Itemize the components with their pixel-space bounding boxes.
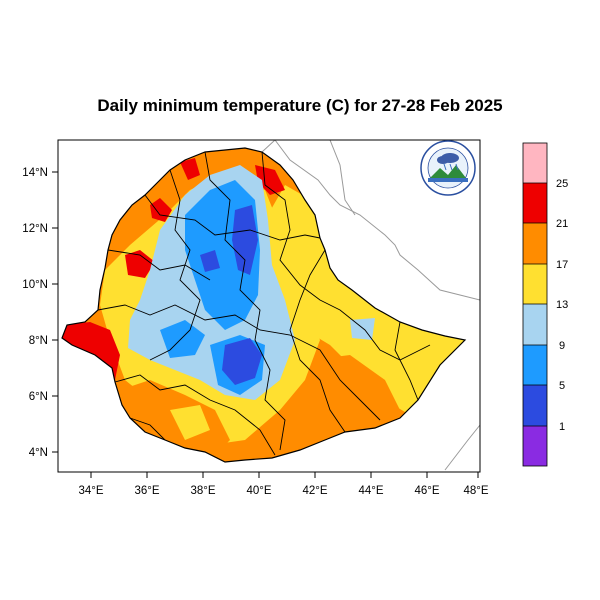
x-tick-label: 48°E bbox=[463, 485, 488, 497]
y-tick-label: 4°N bbox=[29, 447, 48, 459]
y-tick-label: 12°N bbox=[22, 223, 48, 235]
central-1-core bbox=[232, 205, 258, 275]
colorbar-swatch bbox=[523, 143, 547, 183]
temperature-field bbox=[62, 148, 465, 462]
colorbar-label: 1 bbox=[559, 421, 565, 433]
western-21-patch bbox=[125, 250, 155, 278]
axis-tick-marks bbox=[52, 171, 479, 478]
colorbar-label: 9 bbox=[559, 340, 565, 352]
admin-borders bbox=[97, 151, 431, 456]
x-tick-label: 44°E bbox=[358, 485, 383, 497]
colorbar-label: 13 bbox=[556, 299, 568, 311]
map-frame bbox=[57, 139, 481, 473]
emi-logo-icon bbox=[420, 140, 476, 196]
central-1-patch bbox=[200, 250, 220, 272]
x-tick-label: 42°E bbox=[302, 485, 327, 497]
colorbar-swatch bbox=[523, 385, 547, 426]
x-tick-label: 46°E bbox=[414, 485, 439, 497]
neighbour-borders bbox=[261, 140, 480, 471]
x-tick-label: 40°E bbox=[246, 485, 271, 497]
map-title: Daily minimum temperature (C) for 27-28 … bbox=[97, 96, 503, 115]
y-axis-labels: 14°N 12°N 10°N 8°N 6°N 4°N bbox=[22, 167, 48, 459]
bale-1-core bbox=[222, 338, 262, 385]
y-tick-label: 14°N bbox=[22, 167, 48, 179]
colorbar-label: 17 bbox=[556, 259, 568, 271]
colorbar-swatch bbox=[523, 264, 547, 304]
colorbar-label: 5 bbox=[559, 380, 565, 392]
colorbar-swatch bbox=[523, 345, 547, 385]
x-tick-label: 36°E bbox=[134, 485, 159, 497]
y-tick-label: 10°N bbox=[22, 279, 48, 291]
x-axis-labels: 34°E 36°E 38°E 40°E 42°E 44°E 46°E 48°E bbox=[78, 485, 488, 497]
y-tick-label: 8°N bbox=[29, 335, 48, 347]
x-tick-label: 34°E bbox=[78, 485, 103, 497]
colorbar-swatch bbox=[523, 426, 547, 466]
north-21-patch bbox=[255, 165, 285, 195]
colorbar: 25 21 17 13 9 5 1 bbox=[522, 142, 568, 467]
y-tick-label: 6°N bbox=[29, 391, 48, 403]
south-13-patch bbox=[170, 405, 210, 440]
colorbar-label: 25 bbox=[556, 178, 568, 190]
x-tick-label: 38°E bbox=[190, 485, 215, 497]
colorbar-swatch bbox=[523, 183, 547, 223]
colorbar-label: 21 bbox=[556, 218, 568, 230]
north-21-patch-2 bbox=[180, 158, 200, 180]
colorbar-swatch bbox=[523, 304, 547, 345]
colorbar-swatch bbox=[523, 223, 547, 264]
